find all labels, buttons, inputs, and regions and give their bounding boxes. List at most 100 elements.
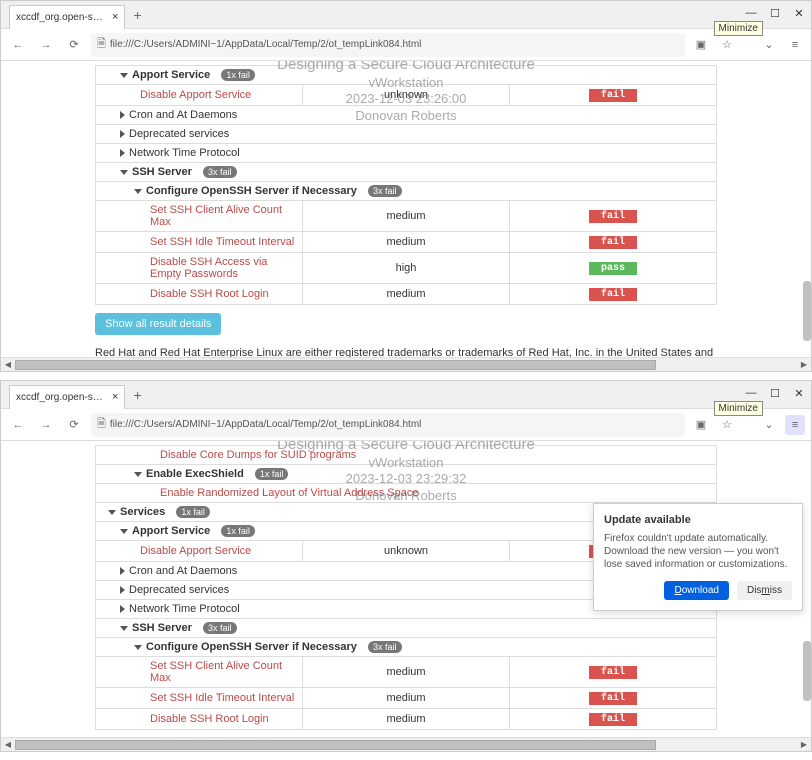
bookmark-icon[interactable]: ☆	[717, 35, 737, 55]
scroll-left-icon[interactable]: ◀	[1, 360, 15, 369]
rule-row[interactable]: Disable SSH Access via Empty Passwords h…	[96, 253, 717, 284]
result-badge: fail	[589, 713, 637, 726]
address-text: file:///C:/Users/ADMINI~1/AppData/Local/…	[110, 419, 679, 430]
vertical-scrollbar[interactable]	[803, 501, 811, 737]
new-tab-button[interactable]: +	[133, 7, 141, 23]
forward-button[interactable]: →	[35, 34, 57, 56]
rule-row[interactable]: Disable Apport Service unknown fail	[96, 85, 717, 106]
group-row-apport[interactable]: Apport Service 1x fail	[96, 66, 717, 85]
scroll-right-icon[interactable]: ▶	[797, 360, 811, 369]
tab-close-icon[interactable]: ×	[112, 11, 118, 23]
rule-link[interactable]: Disable SSH Root Login	[150, 713, 269, 725]
address-bar[interactable]: 🗎 file:///C:/Users/ADMINI~1/AppData/Loca…	[91, 413, 685, 437]
maximize-button[interactable]: ☐	[767, 385, 783, 401]
close-button[interactable]: ✕	[791, 385, 807, 401]
horizontal-scrollbar[interactable]: ◀ ▶	[1, 357, 811, 371]
severity-cell: unknown	[303, 85, 510, 106]
back-button[interactable]: ←	[7, 414, 29, 436]
reload-button[interactable]: ⟳	[63, 414, 85, 436]
fail-badge: 3x fail	[368, 641, 402, 653]
rule-link[interactable]: Set SSH Client Alive Count Max	[150, 660, 282, 684]
browser-tab[interactable]: xccdf_org.open-scap_testresult_xcc ×	[9, 385, 125, 409]
forward-button[interactable]: →	[35, 414, 57, 436]
download-button[interactable]: Download	[664, 581, 729, 600]
rule-link[interactable]: Disable SSH Root Login	[150, 288, 269, 300]
back-button[interactable]: ←	[7, 34, 29, 56]
show-all-button[interactable]: Show all result details	[95, 313, 221, 335]
menu-button[interactable]: ≡	[785, 35, 805, 55]
collapse-icon	[120, 567, 125, 575]
rule-row[interactable]: Disable SSH Root Login medium fail	[96, 709, 717, 730]
expand-icon	[134, 189, 142, 194]
rule-row[interactable]: Set SSH Client Alive Count Max medium fa…	[96, 657, 717, 688]
update-text: Firefox couldn't update automatically. D…	[604, 532, 792, 571]
reader-icon[interactable]: ▣	[691, 415, 711, 435]
reader-icon[interactable]: ▣	[691, 35, 711, 55]
expand-icon	[120, 529, 128, 534]
rules-table: Apport Service 1x fail Disable Apport Se…	[95, 65, 717, 305]
group-row-ssh[interactable]: SSH Server 3x fail	[96, 163, 717, 182]
rule-link[interactable]: Disable Apport Service	[140, 89, 251, 101]
expand-icon	[120, 73, 128, 78]
rule-link[interactable]: Set SSH Client Alive Count Max	[150, 204, 282, 228]
fail-badge: 3x fail	[203, 166, 237, 178]
menu-button[interactable]: ≡	[785, 415, 805, 435]
vertical-scrollbar[interactable]	[803, 121, 811, 357]
rule-link[interactable]: Set SSH Idle Timeout Interval	[150, 236, 294, 248]
group-row-configure-ssh[interactable]: Configure OpenSSH Server if Necessary 3x…	[96, 182, 717, 201]
address-text: file:///C:/Users/ADMINI~1/AppData/Local/…	[110, 39, 679, 50]
browser-window-2: xccdf_org.open-scap_testresult_xcc × + —…	[0, 380, 812, 752]
rule-link[interactable]: Enable Randomized Layout of Virtual Addr…	[160, 487, 418, 499]
pocket-icon[interactable]: ⌄	[759, 415, 779, 435]
fail-badge: 1x fail	[221, 69, 255, 81]
rule-row[interactable]: Disable SSH Root Login medium fail	[96, 284, 717, 305]
new-tab-button[interactable]: +	[133, 387, 141, 403]
maximize-button[interactable]: ☐	[767, 5, 783, 21]
minimize-button[interactable]: —	[743, 385, 759, 401]
group-row-ntp[interactable]: Network Time Protocol	[96, 144, 717, 163]
title-bar: xccdf_org.open-scap_testresult_xcc × + —…	[1, 1, 811, 29]
horizontal-scrollbar[interactable]: ◀ ▶	[1, 737, 811, 751]
rule-row[interactable]: Set SSH Client Alive Count Max medium fa…	[96, 201, 717, 232]
content-area: Designing a Secure Cloud Architecture vW…	[1, 441, 811, 751]
toolbar: ← → ⟳ 🗎 file:///C:/Users/ADMINI~1/AppDat…	[1, 29, 811, 61]
rule-link[interactable]: Disable Apport Service	[140, 545, 251, 557]
rule-link[interactable]: Set SSH Idle Timeout Interval	[150, 692, 294, 704]
expand-icon	[108, 510, 116, 515]
rule-row[interactable]: Enable Randomized Layout of Virtual Addr…	[96, 484, 717, 503]
expand-icon	[120, 170, 128, 175]
fail-badge: 1x fail	[255, 468, 289, 480]
file-icon: 🗎	[97, 35, 106, 54]
rule-link[interactable]: Disable SSH Access via Empty Passwords	[150, 256, 267, 280]
update-title: Update available	[604, 514, 792, 526]
group-row-configure-ssh[interactable]: Configure OpenSSH Server if Necessary 3x…	[96, 638, 717, 657]
address-bar[interactable]: 🗎 file:///C:/Users/ADMINI~1/AppData/Loca…	[91, 33, 685, 57]
dismiss-button[interactable]: Dismiss	[737, 581, 792, 600]
result-badge: fail	[589, 666, 637, 679]
minimize-button[interactable]: —	[743, 5, 759, 21]
expand-icon	[134, 472, 142, 477]
rule-row[interactable]: Set SSH Idle Timeout Interval medium fai…	[96, 232, 717, 253]
rule-row[interactable]: Set SSH Idle Timeout Interval medium fai…	[96, 688, 717, 709]
collapse-icon	[120, 111, 125, 119]
pocket-icon[interactable]: ⌄	[759, 35, 779, 55]
file-icon: 🗎	[97, 415, 106, 434]
tab-close-icon[interactable]: ×	[112, 391, 118, 403]
group-row-ssh[interactable]: SSH Server 3x fail	[96, 619, 717, 638]
browser-tab[interactable]: xccdf_org.open-scap_testresult_xcc ×	[9, 5, 125, 29]
group-row-execshield[interactable]: Enable ExecShield 1x fail	[96, 465, 717, 484]
close-button[interactable]: ✕	[791, 5, 807, 21]
tab-title: xccdf_org.open-scap_testresult_xcc	[16, 12, 106, 23]
rule-row[interactable]: Disable Core Dumps for SUID programs	[96, 446, 717, 465]
scroll-left-icon[interactable]: ◀	[1, 740, 15, 749]
expand-icon	[134, 645, 142, 650]
group-row-deprecated[interactable]: Deprecated services	[96, 125, 717, 144]
group-row-cron[interactable]: Cron and At Daemons	[96, 106, 717, 125]
bookmark-icon[interactable]: ☆	[717, 415, 737, 435]
update-popup: Update available Firefox couldn't update…	[593, 503, 803, 611]
minimize-tooltip: Minimize	[714, 401, 763, 416]
reload-button[interactable]: ⟳	[63, 34, 85, 56]
scroll-right-icon[interactable]: ▶	[797, 740, 811, 749]
window-controls: — ☐ ✕	[743, 385, 807, 401]
rule-link[interactable]: Disable Core Dumps for SUID programs	[160, 449, 356, 461]
